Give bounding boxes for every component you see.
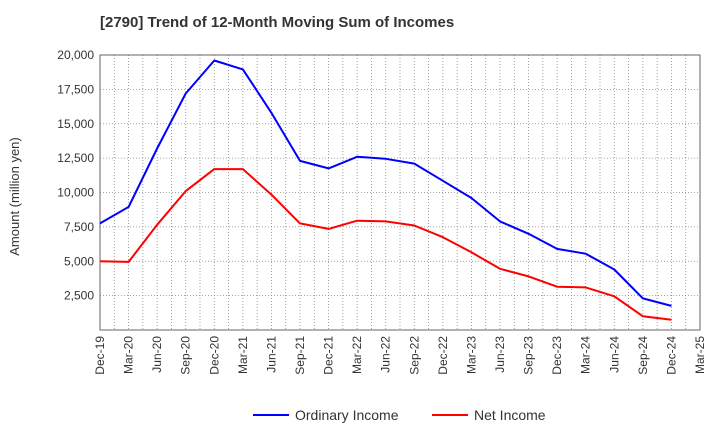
y-axis-title: Amount (million yen) [7,137,22,256]
series-line-net-income [99,168,672,321]
plot-frame [99,54,701,331]
y-tick-label: 15,000 [57,117,94,131]
y-axis-ticks: 2,500 5,000 7,500 10,000 12,500 15,000 17,500 2… [57,48,94,303]
x-tick-label: Sep-23 [522,336,536,375]
x-tick-label: Dec-21 [322,336,336,375]
y-tick-label: 20,000 [57,48,94,62]
x-tick-label: Mar-22 [350,336,364,374]
chart-title: [2790] Trend of 12-Month Moving Sum of I… [100,14,455,31]
x-tick-label: Sep-21 [293,336,307,375]
y-tick-label: 2,500 [64,289,94,303]
x-tick-label: Sep-22 [407,336,421,375]
y-tick-label: 12,500 [57,151,94,165]
y-tick-label: 7,500 [64,220,94,234]
y-tick-label: 5,000 [64,254,94,268]
x-tick-label: Dec-24 [664,336,678,375]
x-tick-label: Jun-24 [607,336,621,373]
x-tick-label: Mar-25 [693,336,707,374]
x-tick-label: Jun-22 [379,336,393,373]
legend: Ordinary Income Net Income [253,407,546,423]
x-tick-label: Jun-21 [264,336,278,373]
series-lines [99,59,672,321]
x-tick-label: Mar-23 [464,336,478,374]
x-tick-label: Sep-24 [636,336,650,375]
y-tick-label: 17,500 [57,82,94,96]
x-tick-label: Mar-20 [122,336,136,374]
x-tick-label: Jun-20 [150,336,164,373]
x-tick-label: Mar-24 [579,336,593,374]
x-axis-ticks: Dec-19 Mar-20 Jun-20 Sep-20 Dec-20 Mar-21 Jun-… [93,336,707,375]
x-tick-label: Jun-23 [493,336,507,373]
legend-label: Ordinary Income [295,407,399,423]
legend-label: Net Income [474,407,546,423]
x-tick-label: Dec-19 [93,336,107,375]
y-tick-label: 10,000 [57,186,94,200]
x-tick-label: Mar-21 [236,336,250,374]
x-tick-label: Sep-20 [179,336,193,375]
series-line-ordinary-income [99,59,672,307]
x-tick-label: Dec-23 [550,336,564,375]
x-tick-label: Dec-22 [436,336,450,375]
grid-lines [100,55,700,330]
x-tick-label: Dec-20 [207,336,221,375]
